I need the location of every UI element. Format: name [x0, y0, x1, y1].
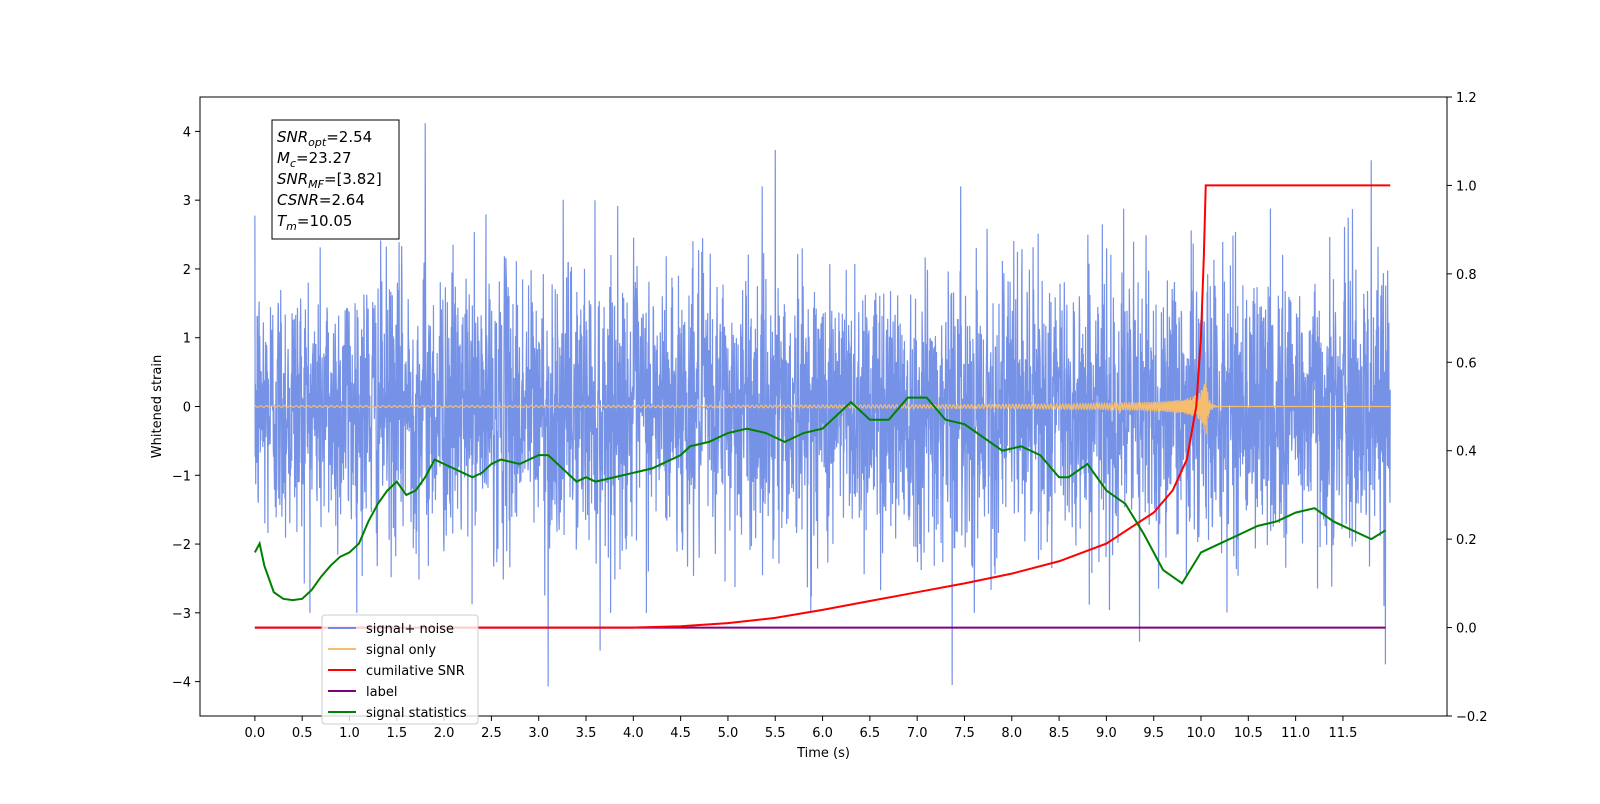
stats-line-base: SNR — [277, 128, 308, 146]
x-tick-label-20: 10.0 — [1187, 726, 1216, 741]
y-left-tick-label-5: 1 — [183, 332, 191, 347]
legend-label-0: signal+ noise — [366, 622, 454, 637]
x-axis-label: Time (s) — [796, 746, 850, 761]
legend-frame — [321, 614, 479, 725]
x-tick-label-1: 0.5 — [292, 726, 313, 741]
x-tick-label-18: 9.0 — [1096, 726, 1117, 741]
y-right-tick-label-0: −0.2 — [1456, 710, 1488, 725]
stats-line-base: SNR — [277, 170, 308, 188]
legend-label-1: signal only — [366, 643, 436, 658]
x-tick-label-0: 0.0 — [245, 726, 266, 741]
y-left-tick-label-7: 3 — [183, 194, 191, 209]
stats-line-2: SNRMF=[3.82] — [277, 170, 382, 191]
x-tick-label-13: 6.5 — [860, 726, 881, 741]
x-tick-label-17: 8.5 — [1049, 726, 1070, 741]
stats-line-3: CSNR=2.64 — [277, 191, 365, 209]
x-tick-label-19: 9.5 — [1143, 726, 1164, 741]
x-tick-label-8: 4.0 — [623, 726, 644, 741]
x-tick-label-21: 10.5 — [1234, 726, 1263, 741]
x-tick-label-11: 5.5 — [765, 726, 786, 741]
x-tick-label-4: 2.0 — [434, 726, 455, 741]
series-signal-noise-line — [254, 123, 1391, 687]
y-right-tick-label-1: 0.0 — [1456, 622, 1477, 637]
x-tick-label-6: 3.0 — [528, 726, 549, 741]
plot-area — [253, 123, 1391, 687]
stats-line-subscript: opt — [308, 136, 327, 149]
stats-line-base: M — [277, 149, 290, 167]
stats-line-value: =2.64 — [319, 191, 365, 209]
y-left-tick-label-1: −3 — [172, 607, 191, 622]
x-tick-label-2: 1.0 — [339, 726, 360, 741]
x-tick-label-23: 11.5 — [1328, 726, 1357, 741]
stats-line-base: T — [277, 212, 288, 230]
legend-label-2: cumilative SNR — [366, 664, 465, 679]
y-left-tick-label-6: 2 — [183, 263, 191, 278]
x-tick-label-3: 1.5 — [386, 726, 407, 741]
stats-line-0: SNRopt=2.54 — [277, 128, 372, 149]
series-cumulative-snr-line — [254, 184, 1391, 629]
y-left-tick-label-8: 4 — [183, 125, 191, 140]
x-tick-label-22: 11.0 — [1281, 726, 1310, 741]
legend-label-3: label — [366, 685, 397, 700]
stats-line-value: =23.27 — [296, 149, 352, 167]
y-right-tick-label-4: 0.6 — [1456, 356, 1477, 371]
x-tick-label-9: 4.5 — [670, 726, 691, 741]
x-tick-label-14: 7.0 — [907, 726, 928, 741]
y-left-tick-label-0: −4 — [172, 676, 191, 691]
stats-box-frame — [271, 119, 400, 240]
axes: 0.0 0.5 1.0 1.5 2.0 2.5 3.0 3.5 4.0 4.5 5.0 5.5 6.0 6… — [150, 91, 1488, 761]
stats-line-value: =10.05 — [297, 212, 353, 230]
legend-label-4: signal statistics — [366, 706, 467, 721]
y-axis-label-left: Whitened strain — [150, 355, 165, 458]
stats-line-value: =[3.82] — [324, 170, 382, 188]
x-tick-label-10: 5.0 — [718, 726, 739, 741]
stats-line-value: =2.54 — [326, 128, 372, 146]
x-tick-label-5: 2.5 — [481, 726, 502, 741]
stats-line-1: Mc=23.27 — [277, 149, 352, 170]
y-left-tick-label-2: −2 — [172, 538, 191, 553]
stats-box: SNRopt=2.54Mc=23.27SNRMF=[3.82]CSNR=2.64… — [271, 119, 400, 240]
x-tick-label-16: 8.0 — [1001, 726, 1022, 741]
x-tick-label-12: 6.0 — [812, 726, 833, 741]
stats-line-subscript: MF — [308, 178, 324, 191]
y-right-tick-label-6: 1.0 — [1456, 179, 1477, 194]
y-right-tick-label-5: 0.8 — [1456, 268, 1477, 283]
y-left-tick-label-3: −1 — [172, 469, 191, 484]
stats-line-subscript: m — [286, 220, 297, 233]
y-right-tick-label-2: 0.2 — [1456, 533, 1477, 548]
stats-line-base: CSNR — [277, 191, 319, 209]
series-signal-statistics-line — [253, 396, 1387, 602]
series-signal-only-line — [254, 379, 1391, 435]
y-left-tick-label-4: 0 — [183, 401, 191, 416]
x-tick-label-7: 3.5 — [576, 726, 597, 741]
x-tick-label-15: 7.5 — [954, 726, 975, 741]
stats-line-4: Tm=10.05 — [277, 212, 352, 233]
y-right-tick-label-7: 1.2 — [1456, 91, 1477, 106]
y-right-tick-label-3: 0.4 — [1456, 445, 1477, 460]
stats-line-subscript: c — [290, 157, 296, 170]
legend: signal+ noise signal only cumilative SNR la… — [321, 614, 479, 725]
